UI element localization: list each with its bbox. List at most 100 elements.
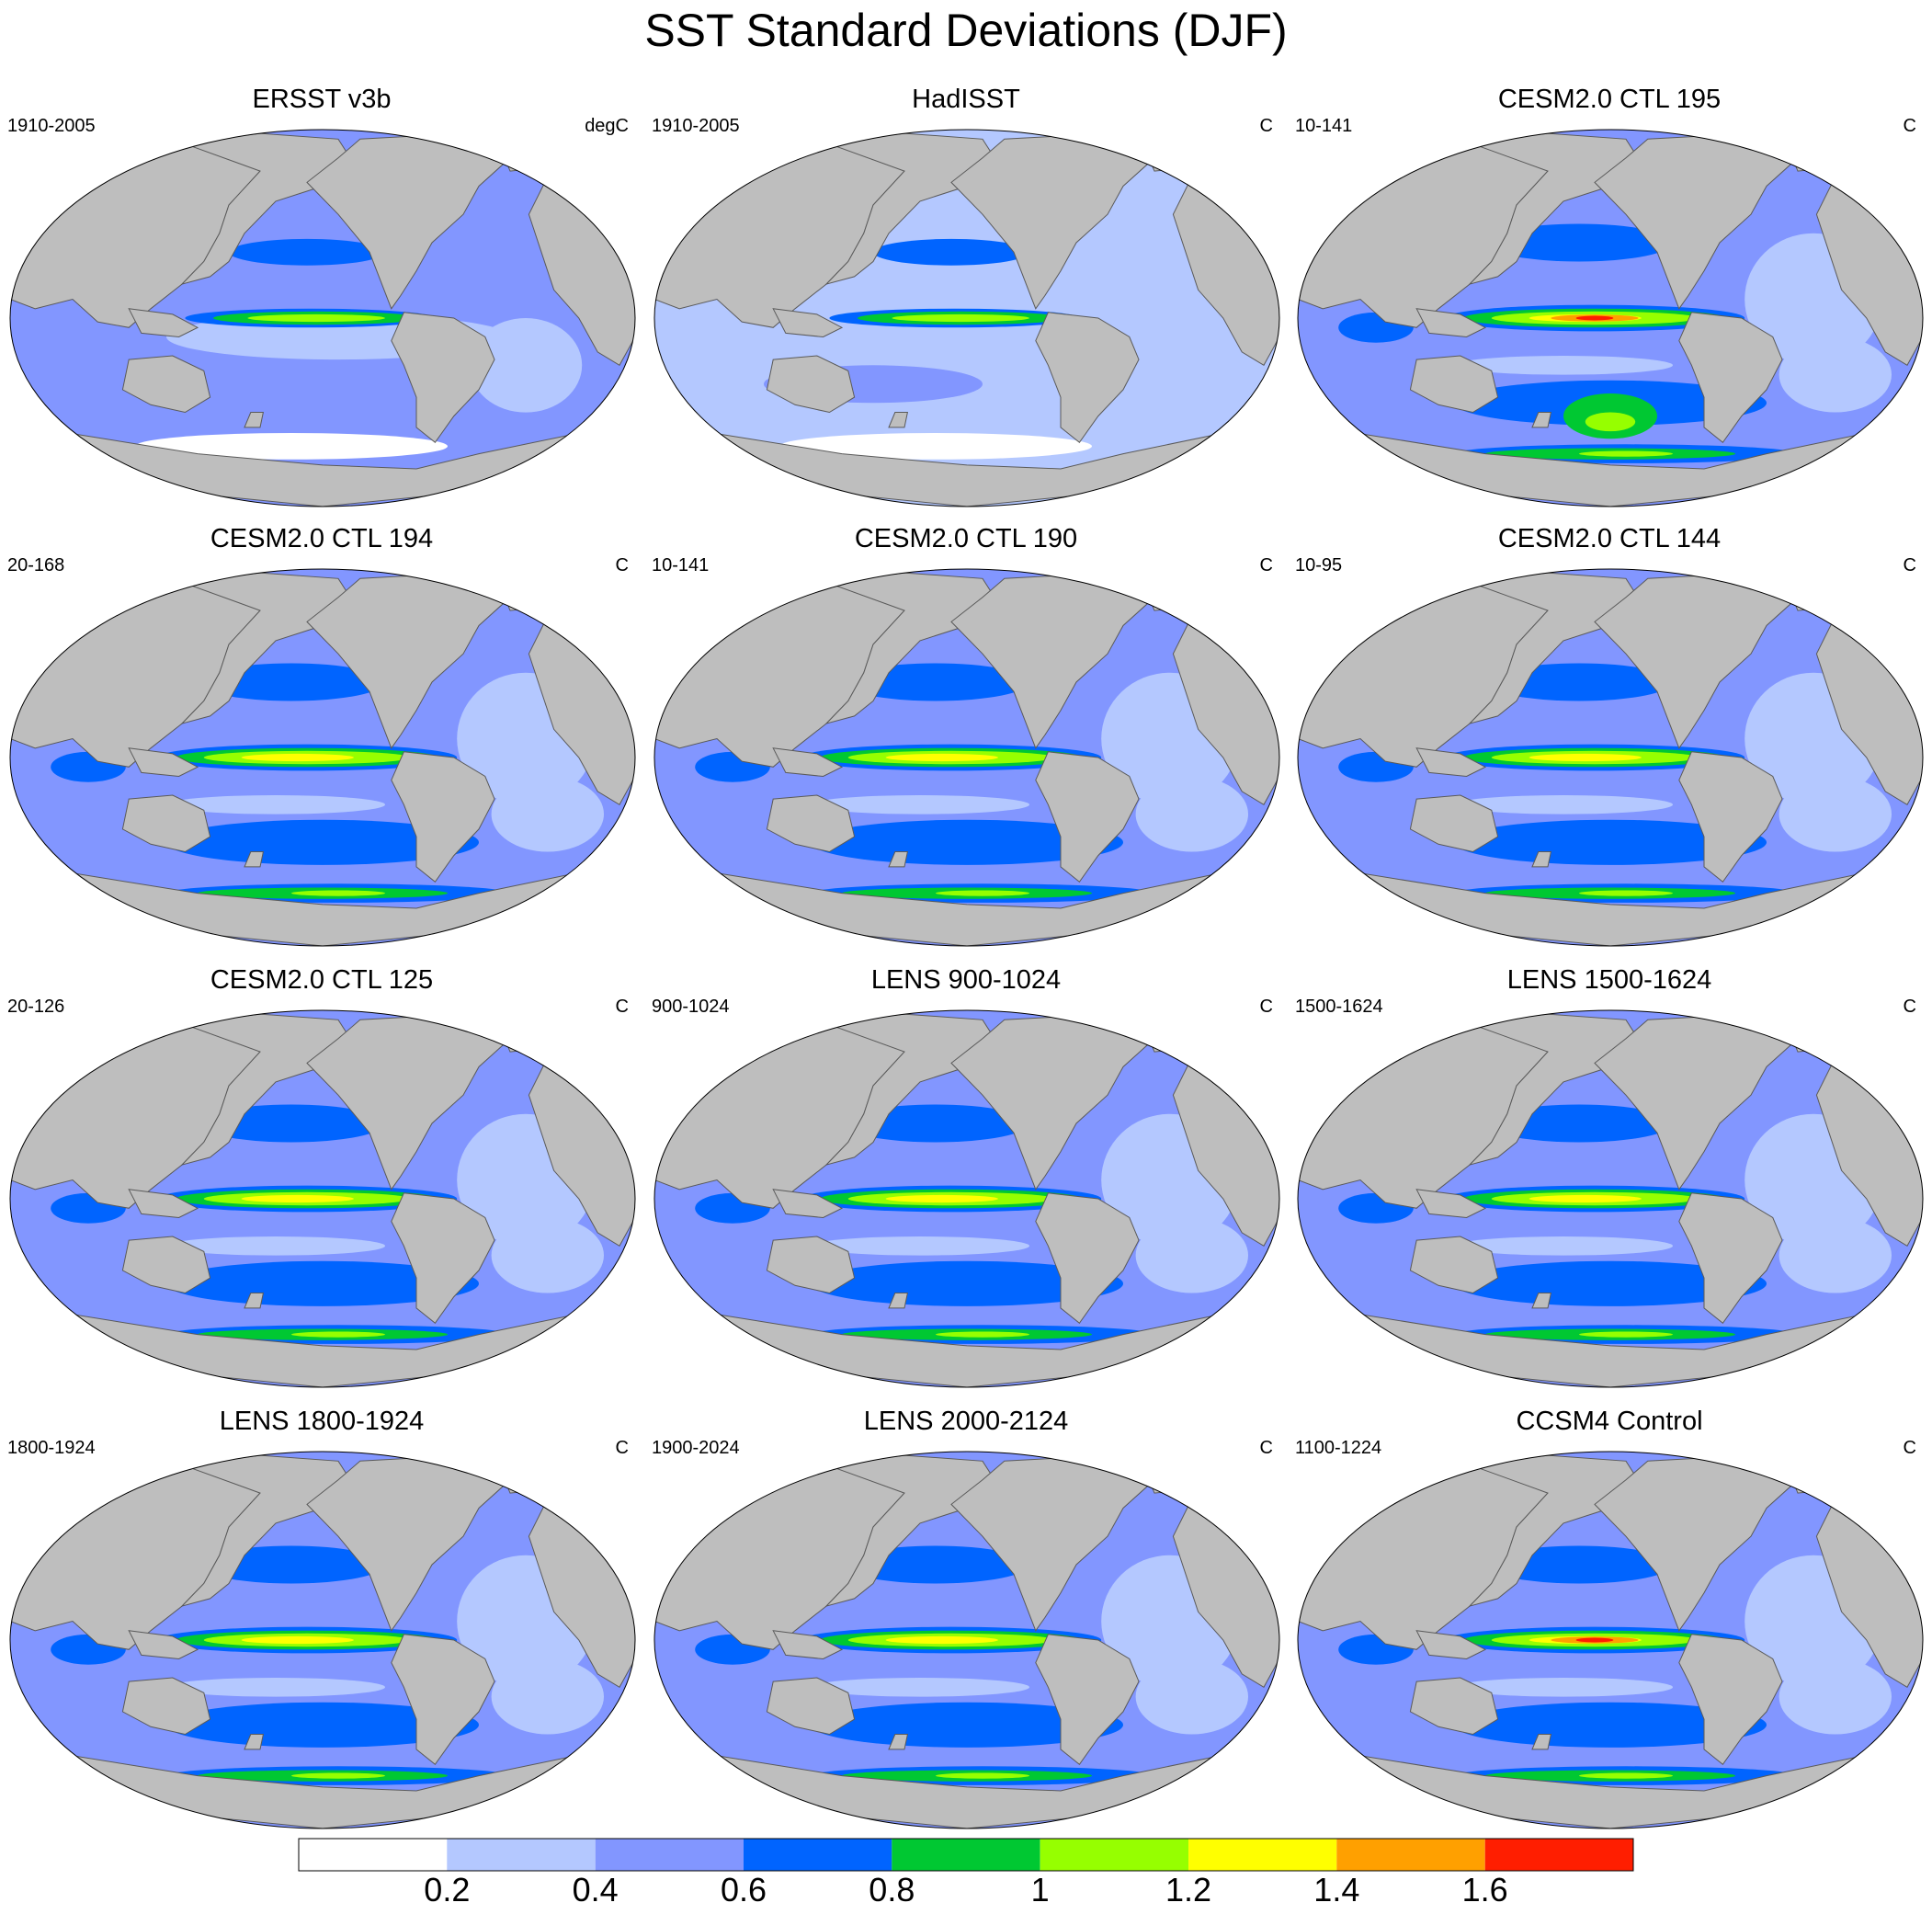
panel-period: 10-95 <box>1295 555 1343 575</box>
land-australia <box>121 794 211 853</box>
panel-title: CESM2.0 CTL 195 <box>1497 85 1722 114</box>
land-antarctica <box>700 430 1233 507</box>
sst-contour <box>491 776 604 852</box>
sst-contour <box>491 1217 604 1293</box>
land-asia <box>1468 1013 1642 1167</box>
land-nz <box>888 1293 909 1309</box>
colorbar-swatch <box>595 1839 744 1871</box>
land-antarctica <box>56 1752 589 1829</box>
map-panel: LENS 1800-1924 1800-1924 C <box>0 1407 643 1839</box>
panel-period: 20-168 <box>7 555 65 575</box>
colorbar-tick-label: 1.6 <box>1461 1871 1508 1908</box>
colorbar-tick-label: 1 <box>1030 1871 1050 1908</box>
panel-period: 1800-1924 <box>7 1438 96 1458</box>
land-maritime <box>128 1630 199 1660</box>
map-panel: LENS 1500-1624 1500-1624 C <box>1288 965 1931 1397</box>
land-samerica <box>1678 751 1783 883</box>
sst-contour <box>491 1658 604 1735</box>
panel-title: LENS 2000-2124 <box>863 1407 1069 1436</box>
sst-contour <box>885 753 998 762</box>
colorbar-frame <box>298 1838 1634 1872</box>
land-samerica <box>1035 1634 1140 1766</box>
land-nz <box>888 1734 909 1750</box>
sst-contour <box>811 795 1029 815</box>
map-outline <box>1297 129 1924 507</box>
land-asia <box>180 132 355 286</box>
map-panel: CESM2.0 CTL 195 10-141 C <box>1288 85 1931 517</box>
sst-contour <box>936 1331 1029 1338</box>
land-antarctica <box>56 870 589 946</box>
sst-contour <box>291 1772 385 1779</box>
sst-contour <box>1579 890 1673 896</box>
land-samerica <box>391 1634 495 1766</box>
panel-title: CESM2.0 CTL 190 <box>854 524 1078 553</box>
land-asia <box>180 1013 355 1167</box>
colorbar-swatch <box>299 1839 448 1871</box>
land-antarctica <box>700 1752 1233 1829</box>
land-antarctica <box>1344 430 1877 507</box>
land-antarctica <box>700 870 1233 946</box>
land-asia <box>824 1013 999 1167</box>
land-asia <box>1468 132 1642 286</box>
land-asia <box>180 572 355 725</box>
land-australia <box>766 794 856 853</box>
world-map <box>9 568 636 947</box>
land-nz <box>244 1293 265 1309</box>
land-nz <box>1531 1734 1552 1750</box>
map-outline <box>9 568 636 947</box>
land-samerica <box>1678 1634 1783 1766</box>
sst-contour <box>1135 1217 1248 1293</box>
sst-contour <box>1454 1702 1767 1748</box>
land-nz <box>244 851 265 868</box>
panel-title: LENS 1800-1924 <box>219 1407 425 1436</box>
land-australia <box>121 1236 211 1294</box>
map-outline <box>653 568 1280 947</box>
colorbar-tick-label: 0.8 <box>869 1871 915 1908</box>
land-asia <box>1468 572 1642 725</box>
panel-units: C <box>1903 555 1916 575</box>
map-panel: CCSM4 Control 1100-1224 C <box>1288 1407 1931 1839</box>
panel-title: CCSM4 Control <box>1516 1407 1703 1436</box>
sst-contour <box>166 795 385 815</box>
world-map <box>653 129 1280 507</box>
sst-contour <box>1454 1236 1673 1256</box>
sst-contour <box>1779 1658 1892 1735</box>
panel-title: CESM2.0 CTL 194 <box>210 524 434 553</box>
land-asia <box>180 1454 355 1608</box>
world-map <box>9 1451 636 1829</box>
land-samerica <box>1678 312 1783 444</box>
land-antarctica <box>56 1311 589 1387</box>
sst-contour <box>166 1702 479 1748</box>
map-outline <box>9 1009 636 1388</box>
land-australia <box>1409 794 1499 853</box>
panel-title: ERSST v3b <box>252 85 392 114</box>
sst-contour <box>1575 315 1614 321</box>
map-panel: CESM2.0 CTL 144 10-95 C <box>1288 524 1931 956</box>
land-antarctica <box>1344 1311 1877 1387</box>
land-maritime <box>1415 1189 1487 1219</box>
colorbar-tick-label: 1.4 <box>1313 1871 1360 1908</box>
land-nz <box>888 412 909 428</box>
land-maritime <box>128 308 199 338</box>
land-maritime <box>1415 747 1487 778</box>
sst-contour <box>1454 1260 1767 1306</box>
land-australia <box>766 1236 856 1294</box>
land-australia <box>1409 355 1499 414</box>
sst-contour <box>291 890 385 896</box>
world-map <box>9 129 636 507</box>
sst-contour <box>229 238 385 266</box>
land-maritime <box>772 1630 844 1660</box>
sst-contour <box>892 313 1029 323</box>
world-map <box>653 1451 1280 1829</box>
world-map <box>1297 129 1924 507</box>
land-maritime <box>128 747 199 778</box>
map-panel: ERSST v3b 1910-2005 degC <box>0 85 643 517</box>
panel-title: LENS 900-1024 <box>870 965 1062 995</box>
land-antarctica <box>1344 870 1877 946</box>
land-australia <box>121 355 211 414</box>
land-nz <box>244 1734 265 1750</box>
colorbar-swatch <box>1040 1839 1188 1871</box>
sst-contour <box>1779 336 1892 413</box>
land-samerica <box>391 751 495 883</box>
colorbar-swatch <box>1336 1839 1485 1871</box>
